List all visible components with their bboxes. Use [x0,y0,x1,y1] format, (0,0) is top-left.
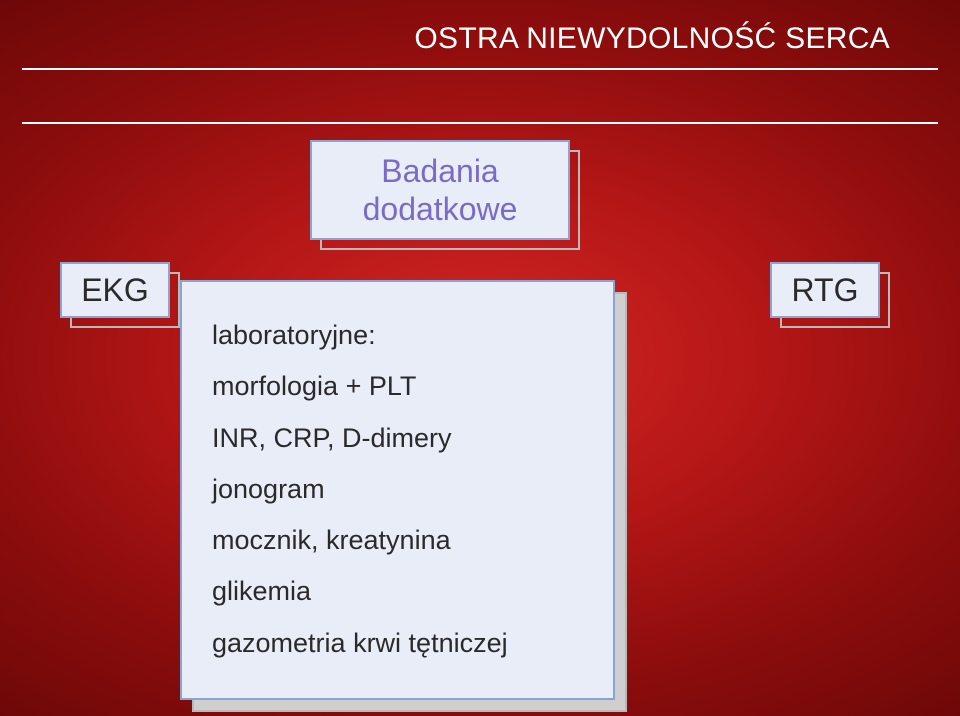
lab-item: gazometria krwi tętniczej [212,618,583,669]
lab-item: mocznik, kreatynina [212,515,583,566]
title-box-face: Badania dodatkowe [310,140,570,240]
lab-panel: laboratoryjne: morfologia + PLT INR, CRP… [180,280,615,700]
title-line-2: dodatkowe [363,190,518,228]
lab-item: morfologia + PLT [212,361,583,412]
rtg-label: RTG [770,262,880,318]
ekg-label: EKG [60,262,170,318]
divider-top [22,68,938,70]
title-line-1: Badania [381,152,498,190]
lab-panel-face: laboratoryjne: morfologia + PLT INR, CRP… [180,280,615,700]
ekg-box: EKG [60,262,170,318]
title-box: Badania dodatkowe [310,140,570,240]
page-title: OSTRA NIEWYDOLNOŚĆ SERCA [0,22,960,56]
rtg-box: RTG [770,262,880,318]
lab-item: laboratoryjne: [212,310,583,361]
lab-item: jonogram [212,464,583,515]
lab-item: glikemia [212,566,583,617]
lab-item: INR, CRP, D-dimery [212,413,583,464]
divider-bottom [22,122,938,124]
